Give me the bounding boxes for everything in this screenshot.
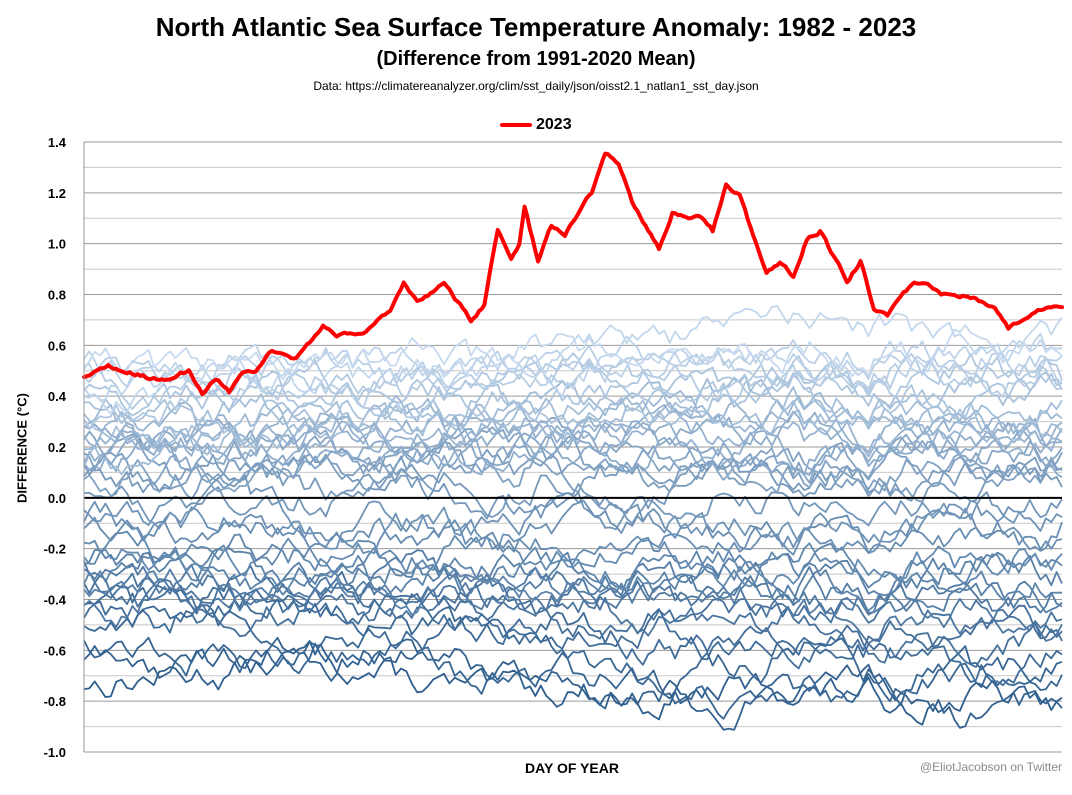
y-tick-label: 1.4 (48, 135, 67, 150)
y-tick-label: 0.0 (48, 491, 66, 506)
series-line-2012 (83, 374, 1063, 476)
x-axis-label: DAY OF YEAR (525, 760, 619, 776)
background-series-lines (83, 305, 1063, 731)
series-line-1991 (83, 549, 1063, 617)
series-line-1996 (83, 531, 1063, 587)
series-line-1984 (83, 636, 1063, 720)
chart-subtitle: (Difference from 1991-2020 Mean) (376, 48, 696, 70)
series-line-2019 (83, 339, 1063, 389)
chart-title: North Atlantic Sea Surface Temperature A… (155, 12, 917, 42)
legend-label-2023: 2023 (536, 116, 572, 133)
data-source-note: Data: https://climatereanalyzer.org/clim… (313, 79, 759, 93)
highlight-series-group (82, 151, 1064, 397)
series-line-2013 (83, 393, 1063, 450)
series-line-2006 (83, 418, 1063, 481)
series-line-1994 (83, 546, 1063, 612)
series-line-2020 (83, 332, 1063, 402)
series-line-1988 (83, 570, 1063, 668)
y-tick-label: 0.6 (48, 338, 66, 353)
y-tick-label: 0.8 (48, 288, 66, 303)
series-line-2008 (83, 410, 1063, 476)
series-line-2014 (84, 371, 1063, 444)
series-line-1987 (83, 584, 1063, 670)
y-tick-label: 0.4 (48, 389, 67, 404)
series-line-1993 (83, 547, 1063, 603)
y-tick-labels: 1.4 1.2 1.0 0.8 0.6 0.4 0.2 0.0 -0.2 -0.4 -0.6 -0.8… (44, 135, 67, 760)
series-line-1997 (83, 514, 1063, 567)
series-line-2022 (83, 324, 1063, 381)
series-line-2000 (83, 468, 1063, 530)
credit-note: @EliotJacobson on Twitter (919, 760, 1062, 774)
y-tick-label: -1.0 (44, 745, 66, 760)
legend: 2023 (500, 114, 572, 136)
series-line-2010 (83, 400, 1063, 458)
y-axis-label: DIFFERENCE (°C) (14, 393, 30, 503)
series-line-2002 (83, 448, 1063, 502)
y-tick-label: 1.2 (48, 186, 66, 201)
series-line-1995 (83, 530, 1063, 591)
series-line-2011 (83, 390, 1063, 448)
series-line-1983 (83, 636, 1063, 731)
y-tick-label: 1.0 (48, 237, 66, 252)
series-line-1985 (83, 604, 1063, 703)
y-tick-label: -0.6 (44, 643, 66, 658)
legend-swatch-2023 (500, 123, 532, 127)
series-line-1992 (83, 560, 1063, 616)
series-line-2017 (83, 352, 1063, 411)
y-tick-label: -0.4 (44, 593, 67, 608)
y-tick-label: 0.2 (48, 440, 66, 455)
series-line-2018 (83, 349, 1063, 409)
y-tick-label: -0.2 (44, 542, 66, 557)
series-line-2023 (82, 151, 1064, 397)
y-tick-label: -0.8 (44, 694, 66, 709)
